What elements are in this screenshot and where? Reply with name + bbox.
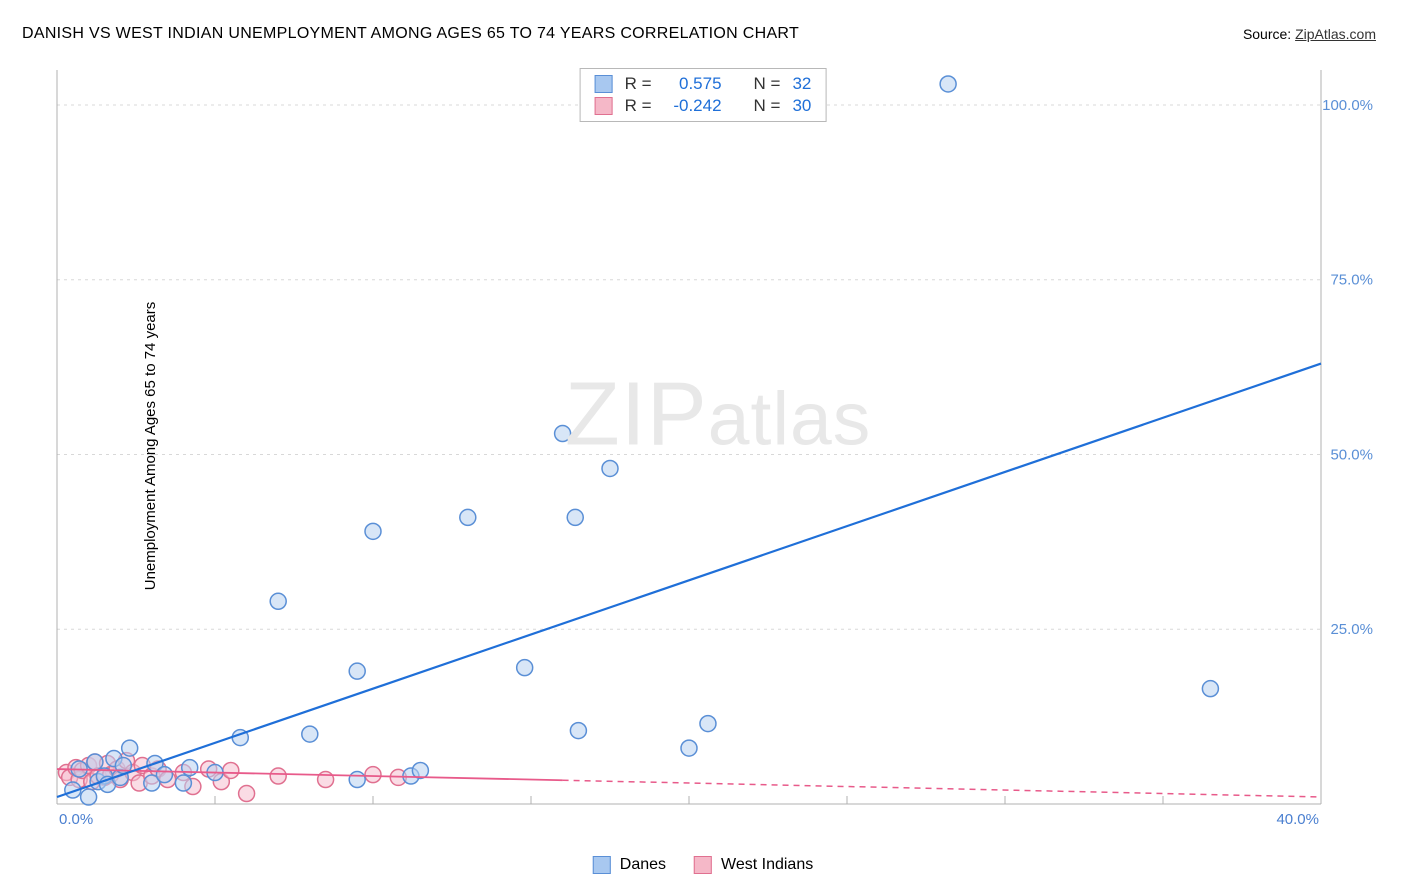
source-link[interactable]: ZipAtlas.com bbox=[1295, 26, 1376, 42]
scatter-point bbox=[87, 754, 103, 770]
x-tick-label: 40.0% bbox=[1276, 811, 1319, 828]
scatter-point bbox=[567, 509, 583, 525]
legend-item: West Indians bbox=[694, 856, 813, 874]
x-tick-label: 0.0% bbox=[59, 811, 93, 828]
stats-row: R = -0.242 N = 30 bbox=[581, 95, 826, 117]
r-value: -0.242 bbox=[664, 96, 722, 116]
scatter-point bbox=[223, 762, 239, 778]
regression-line bbox=[563, 780, 1321, 797]
scatter-plot-svg: 25.0% 50.0% 75.0% 100.0% 0.0% 40.0% bbox=[55, 60, 1381, 832]
scatter-point bbox=[517, 660, 533, 676]
scatter-point bbox=[175, 775, 191, 791]
plot-area: 25.0%50.0%75.0%100.0%0.0%40.0% ZIPatlas bbox=[55, 60, 1381, 832]
n-label: N = bbox=[754, 96, 781, 116]
y-tick-label: 25.0% bbox=[1330, 621, 1373, 638]
n-value: 32 bbox=[792, 74, 811, 94]
scatter-point bbox=[349, 663, 365, 679]
scatter-point bbox=[81, 789, 97, 805]
legend-item: Danes bbox=[593, 856, 666, 874]
scatter-point bbox=[365, 523, 381, 539]
scatter-point bbox=[700, 716, 716, 732]
series-legend: Danes West Indians bbox=[593, 856, 813, 874]
y-tick-label: 50.0% bbox=[1330, 446, 1373, 463]
legend-label: Danes bbox=[620, 856, 666, 874]
r-value: 0.575 bbox=[664, 74, 722, 94]
scatter-point bbox=[239, 786, 255, 802]
y-tick-label: 100.0% bbox=[1322, 97, 1373, 114]
scatter-point bbox=[270, 593, 286, 609]
source-attribution: Source: ZipAtlas.com bbox=[1243, 26, 1376, 42]
legend-swatch bbox=[593, 856, 611, 874]
n-value: 30 bbox=[792, 96, 811, 116]
stats-row: R = 0.575 N = 32 bbox=[581, 73, 826, 95]
scatter-point bbox=[156, 767, 172, 783]
stats-legend: R = 0.575 N = 32 R = -0.242 N = 30 bbox=[580, 68, 827, 122]
y-tick-label: 75.0% bbox=[1330, 272, 1373, 289]
legend-swatch bbox=[595, 75, 613, 93]
r-label: R = bbox=[625, 96, 652, 116]
scatter-point bbox=[365, 767, 381, 783]
n-label: N = bbox=[754, 74, 781, 94]
scatter-point bbox=[570, 723, 586, 739]
scatter-point bbox=[302, 726, 318, 742]
scatter-point bbox=[1202, 681, 1218, 697]
scatter-point bbox=[349, 772, 365, 788]
legend-label: West Indians bbox=[721, 856, 813, 874]
scatter-point bbox=[460, 509, 476, 525]
scatter-point bbox=[122, 740, 138, 756]
scatter-point bbox=[182, 760, 198, 776]
source-prefix: Source: bbox=[1243, 26, 1295, 42]
scatter-point bbox=[681, 740, 697, 756]
legend-swatch bbox=[694, 856, 712, 874]
scatter-point bbox=[555, 426, 571, 442]
scatter-point bbox=[602, 460, 618, 476]
legend-swatch bbox=[595, 97, 613, 115]
scatter-point bbox=[270, 768, 286, 784]
scatter-point bbox=[318, 772, 334, 788]
scatter-point bbox=[412, 762, 428, 778]
chart-container: DANISH VS WEST INDIAN UNEMPLOYMENT AMONG… bbox=[0, 0, 1406, 892]
regression-line bbox=[57, 364, 1321, 797]
chart-title: DANISH VS WEST INDIAN UNEMPLOYMENT AMONG… bbox=[22, 25, 799, 43]
r-label: R = bbox=[625, 74, 652, 94]
scatter-point bbox=[940, 76, 956, 92]
